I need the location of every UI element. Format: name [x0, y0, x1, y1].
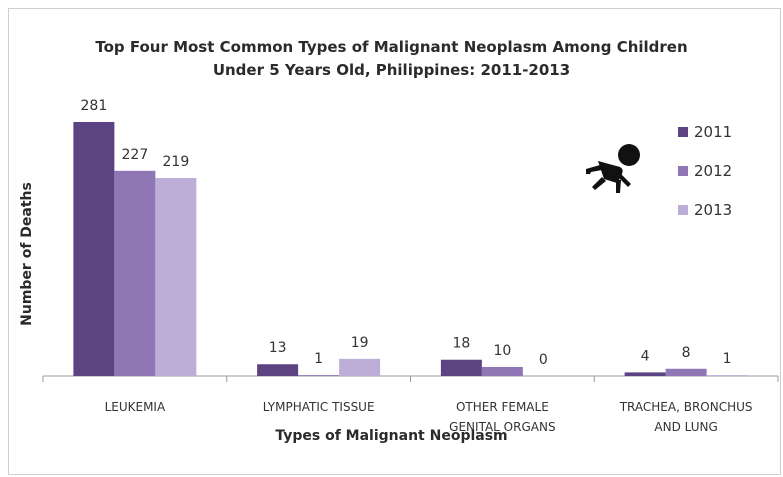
bar-2013-1 — [339, 358, 381, 376]
category-label-3: TRACHEA, BRONCHUS AND LUNG — [619, 400, 753, 434]
x-axis-label: Types of Malignant Neoplasm — [275, 428, 508, 444]
data-label-2011-2: 18 — [452, 336, 470, 352]
data-label-2011-0: 281 — [81, 98, 108, 114]
legend-swatch-2012 — [678, 166, 688, 176]
data-label-2012-3: 8 — [682, 345, 691, 361]
data-label-2012-2: 10 — [493, 343, 511, 359]
bar-2011-3 — [624, 372, 666, 376]
chart-subtitle: Under 5 Years Old, Philippines: 2011-201… — [212, 61, 571, 79]
legend-item-2012: 2012 — [678, 161, 732, 181]
crawling-baby-icon — [586, 144, 640, 193]
bar-2011-1 — [257, 364, 299, 376]
bar-2012-0 — [114, 170, 156, 376]
legend: 2011 2012 2013 — [678, 122, 732, 239]
bar-2012-2 — [481, 366, 523, 376]
legend-label-2013: 2013 — [694, 201, 733, 219]
category-label-1: LYMPHATIC TISSUE — [263, 400, 375, 414]
data-label-2013-1: 19 — [351, 335, 369, 351]
data-label-2013-0: 219 — [163, 154, 190, 170]
bar-2012-1 — [298, 375, 340, 376]
category-label-0: LEUKEMIA — [105, 400, 166, 414]
legend-swatch-2011 — [678, 127, 688, 137]
category-label-2: OTHER FEMALE GENITAL ORGANS — [449, 400, 555, 434]
legend-label-2012: 2012 — [694, 162, 733, 180]
data-label-2013-3: 1 — [723, 351, 732, 367]
chart-title: Top Four Most Common Types of Malignant … — [95, 38, 688, 56]
bar-2013-3 — [706, 375, 748, 376]
data-label-2011-1: 13 — [269, 340, 287, 356]
data-label-2012-0: 227 — [122, 147, 149, 163]
bar-2012-3 — [665, 368, 707, 376]
data-label-2012-1: 1 — [314, 351, 323, 367]
legend-item-2013: 2013 — [678, 200, 732, 220]
data-label-2013-2: 0 — [539, 352, 548, 368]
bar-2013-0 — [155, 178, 197, 376]
legend-label-2011: 2011 — [694, 123, 733, 141]
legend-item-2011: 2011 — [678, 122, 732, 142]
bar-2011-2 — [440, 359, 482, 376]
bar-2011-0 — [73, 122, 115, 376]
data-label-2011-3: 4 — [641, 348, 650, 364]
legend-swatch-2013 — [678, 205, 688, 215]
